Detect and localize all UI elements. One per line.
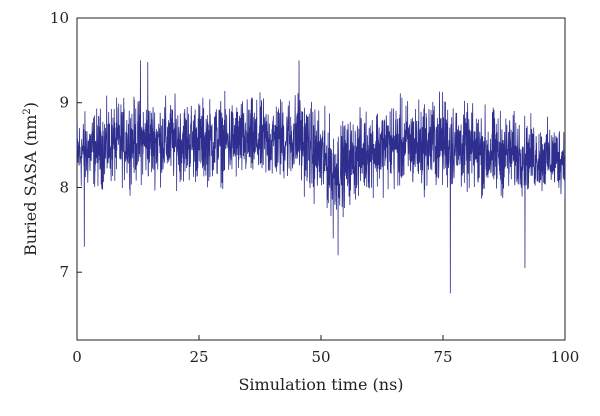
plot-area <box>76 17 566 341</box>
x-axis-title: Simulation time (ns) <box>238 375 403 394</box>
y-tick-label: 10 <box>50 9 69 27</box>
y-tick-label: 8 <box>59 178 69 196</box>
x-axis: 0 25 50 75 100 <box>72 335 579 366</box>
x-tick-label: 25 <box>189 348 208 366</box>
y-tick-label: 9 <box>59 94 69 112</box>
y-axis: 7 8 9 10 <box>50 9 82 281</box>
x-tick-label: 0 <box>72 348 82 366</box>
y-axis-title-superscript: 2 <box>22 108 33 114</box>
y-axis-title: Buried SASA (nm2) <box>21 102 40 256</box>
x-tick-label: 75 <box>433 348 452 366</box>
y-tick-label: 7 <box>59 263 69 281</box>
series-line-buried-sasa <box>76 60 566 294</box>
x-tick-label: 100 <box>551 348 580 366</box>
y-axis-title-main: Buried SASA (nm <box>21 115 40 256</box>
y-axis-title-close: ) <box>21 102 40 108</box>
x-tick-label: 50 <box>311 348 330 366</box>
